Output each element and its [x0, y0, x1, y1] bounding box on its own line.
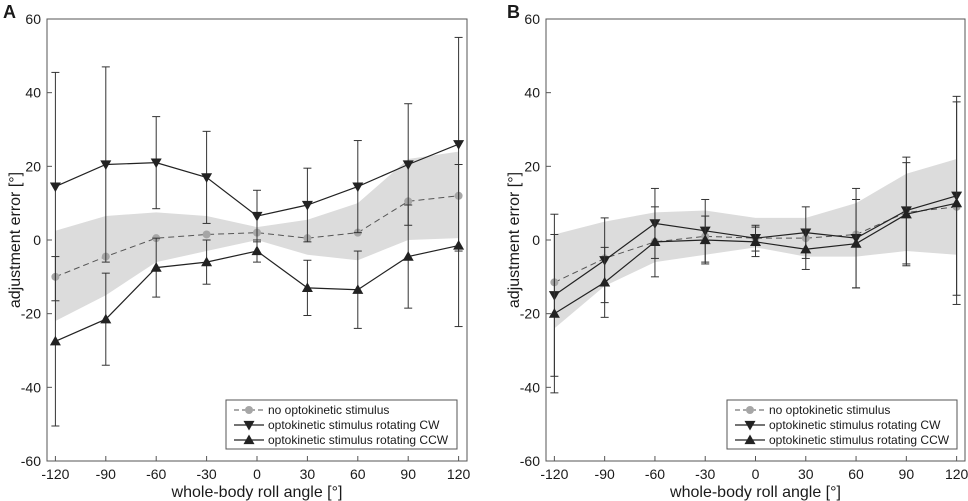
y-tick-label: 40 — [25, 85, 41, 101]
x-tick-label: 0 — [752, 466, 760, 482]
legend-label: optokinetic stimulus rotating CW — [268, 418, 440, 432]
x-tick-label: 30 — [798, 466, 814, 482]
x-tick-label: 60 — [350, 466, 366, 482]
data-point — [251, 245, 263, 256]
series-line — [55, 195, 459, 278]
data-point — [202, 230, 211, 239]
y-tick-label: 20 — [524, 158, 540, 174]
legend-frame — [726, 399, 958, 450]
legend-marker — [744, 434, 756, 445]
legend-label: optokinetic stimulus rotating CW — [769, 418, 941, 432]
panel-label: A — [3, 2, 16, 22]
data-point — [352, 284, 364, 294]
x-tick-label: -30 — [695, 466, 715, 482]
x-tick-label: 30 — [300, 466, 316, 482]
x-tick-label: -90 — [96, 466, 116, 482]
y-tick-label: 60 — [25, 11, 41, 27]
x-axis-label: whole-body roll angle [°] — [171, 484, 343, 501]
x-tick-label: -120 — [540, 466, 568, 482]
y-axis-label: adjustment error [°] — [7, 172, 24, 308]
data-point — [301, 282, 313, 293]
x-tick-label: 120 — [447, 466, 471, 482]
y-axis-label: adjustment error [°] — [506, 172, 523, 308]
legend-marker — [245, 406, 253, 414]
y-tick-label: 0 — [532, 232, 540, 248]
x-tick-label: 120 — [945, 466, 968, 482]
y-tick-label: -60 — [520, 453, 540, 469]
panel-label: B — [507, 2, 520, 22]
y-tick-label: -60 — [21, 453, 41, 469]
legend-marker — [243, 420, 255, 431]
data-point — [251, 211, 263, 222]
data-point — [301, 200, 313, 211]
x-tick-label: -30 — [196, 466, 216, 482]
x-tick-label: 90 — [400, 466, 416, 482]
data-point — [850, 238, 862, 248]
y-tick-label: 20 — [25, 158, 41, 174]
legend-label: no optokinetic stimulus — [769, 403, 890, 417]
data-point — [599, 276, 611, 287]
data-point — [402, 160, 414, 170]
x-tick-label: 60 — [848, 466, 864, 482]
data-point — [352, 182, 364, 193]
data-point — [49, 335, 61, 346]
data-point — [453, 140, 465, 150]
y-tick-label: 60 — [524, 11, 540, 27]
data-point — [548, 308, 560, 318]
x-tick-label: -120 — [41, 466, 69, 482]
series-0 — [51, 191, 463, 281]
x-tick-label: 90 — [899, 466, 915, 482]
data-point — [699, 234, 711, 245]
y-tick-label: -20 — [21, 306, 41, 322]
series-2 — [49, 163, 465, 427]
series-2 — [548, 101, 963, 394]
data-point — [453, 240, 465, 250]
x-tick-label: -60 — [146, 466, 166, 482]
data-point — [100, 160, 112, 170]
series-line — [554, 206, 957, 283]
data-point — [201, 173, 213, 183]
y-tick-label: -40 — [21, 379, 41, 395]
data-point — [150, 158, 162, 169]
y-tick-label: 40 — [524, 85, 540, 101]
x-axis-label: whole-body roll angle [°] — [669, 484, 841, 501]
x-tick-label: -60 — [645, 466, 665, 482]
data-point — [750, 236, 761, 246]
y-tick-label: -20 — [520, 306, 540, 322]
legend-label: no optokinetic stimulus — [268, 403, 389, 417]
x-tick-label: -90 — [595, 466, 615, 482]
data-point — [402, 251, 414, 261]
y-tick-label: 0 — [33, 232, 41, 248]
panel-b: -60 -40 -20 0 20 40 60 -120 -90 -60 -30 0 30 60 90 120 w… — [506, 2, 968, 501]
data-point — [649, 236, 661, 246]
data-point — [49, 182, 61, 193]
data-point — [951, 197, 963, 208]
data-point — [900, 208, 912, 219]
legend-label: optokinetic stimulus rotating CCW — [268, 433, 449, 447]
legend-marker — [243, 434, 255, 445]
data-point — [100, 313, 112, 324]
x-tick-label: 0 — [253, 466, 261, 482]
panel-a: -60 -40 -20 0 20 40 60 -120 -90 -60 -30 0 30 60 90 120 w… — [3, 2, 470, 501]
y-tick-label: -40 — [520, 379, 540, 395]
legend-label: optokinetic stimulus rotating CCW — [769, 433, 950, 447]
data-point — [800, 243, 812, 254]
data-point — [150, 262, 162, 272]
legend-marker — [746, 406, 754, 414]
legend-frame — [225, 399, 458, 450]
data-point — [201, 256, 213, 267]
legend-marker — [744, 420, 756, 431]
